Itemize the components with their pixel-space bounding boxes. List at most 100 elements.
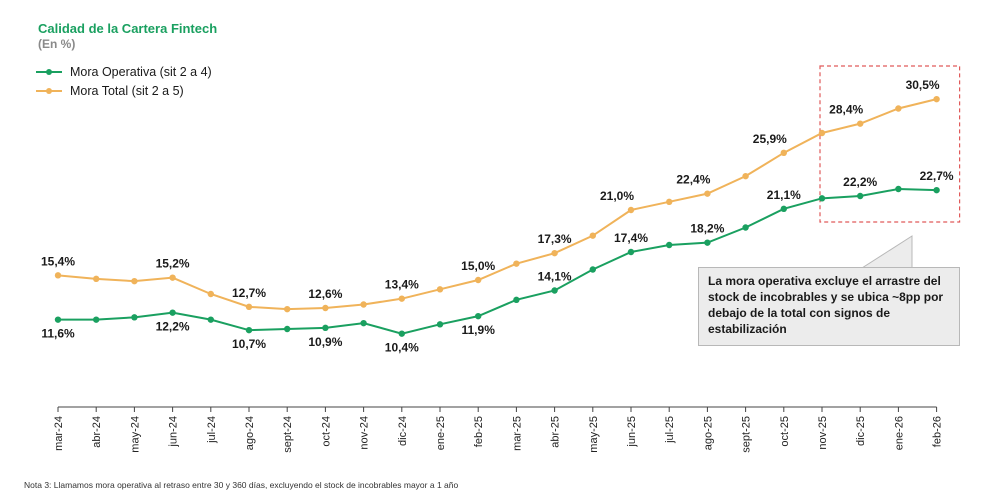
data-label-mora-operativa: 21,1% — [767, 188, 801, 202]
data-label-mora-total: 15,0% — [461, 259, 495, 273]
x-tick-label: jul-24 — [206, 416, 218, 444]
data-point-mora-operativa — [93, 316, 100, 323]
x-tick-label: jun-25 — [626, 416, 638, 448]
data-point-mora-total — [169, 274, 176, 281]
data-point-mora-operativa — [322, 324, 329, 332]
series-line-mora-operativa — [58, 187, 937, 335]
data-point-mora-total — [436, 286, 444, 293]
data-point-mora-total — [398, 295, 405, 302]
data-point-mora-total — [589, 232, 596, 239]
data-label-mora-operativa: 18,2% — [690, 222, 724, 236]
x-tick-label: ene-26 — [893, 416, 905, 450]
x-tick-label: feb-26 — [932, 416, 944, 447]
chart-legend: Mora Operativa (sit 2 a 4) Mora Total (s… — [36, 62, 212, 100]
data-point-mora-total — [475, 276, 482, 284]
data-point-mora-operativa — [704, 239, 711, 246]
x-tick-label: ago-25 — [702, 416, 714, 450]
data-label-mora-operativa: 12,2% — [156, 320, 190, 334]
legend-swatch-green — [36, 67, 62, 77]
data-label-mora-operativa: 22,2% — [843, 175, 877, 189]
legend-item-mora-total[interactable]: Mora Total (sit 2 a 5) — [36, 81, 212, 100]
data-label-mora-total: 15,2% — [156, 257, 190, 271]
data-point-mora-operativa — [169, 309, 176, 316]
x-tick-label: mar-24 — [53, 416, 65, 451]
data-point-mora-operativa — [207, 316, 214, 323]
data-point-mora-operativa — [398, 330, 405, 337]
callout-box: La mora operativa excluye el arrastre de… — [698, 267, 960, 346]
x-tick-label: dic-24 — [397, 416, 409, 446]
data-point-mora-operativa — [627, 248, 635, 256]
footnote: Nota 3: Llamamos mora operativa al retra… — [24, 480, 459, 490]
data-point-mora-total — [360, 301, 367, 308]
data-label-mora-operativa: 10,4% — [385, 341, 419, 355]
x-tick-label: feb-25 — [473, 416, 485, 447]
data-point-mora-operativa — [131, 314, 138, 321]
data-label-mora-total: 15,4% — [41, 254, 75, 268]
x-tick-label: ago-24 — [244, 416, 256, 450]
data-point-mora-total — [513, 260, 520, 267]
data-label-mora-total: 17,3% — [538, 232, 572, 246]
data-label-mora-total: 12,6% — [308, 287, 342, 301]
x-tick-label: abr-25 — [550, 416, 562, 448]
data-point-mora-total — [54, 272, 62, 279]
x-tick-label: ene-25 — [435, 416, 447, 450]
chart-subtitle: (En %) — [38, 37, 76, 51]
data-point-mora-operativa — [933, 186, 940, 194]
x-tick-label: nov-25 — [817, 416, 829, 450]
data-label-mora-operativa: 22,7% — [920, 169, 954, 183]
data-point-mora-operativa — [360, 319, 367, 327]
data-point-mora-operativa — [284, 325, 291, 333]
data-point-mora-total — [93, 275, 100, 283]
highlight-box — [819, 65, 961, 223]
data-point-mora-operativa — [857, 192, 864, 200]
data-point-mora-operativa — [475, 312, 482, 320]
data-point-mora-operativa — [245, 326, 253, 334]
data-label-mora-operativa: 10,7% — [232, 337, 266, 351]
data-point-mora-total — [207, 290, 214, 298]
legend-item-mora-operativa[interactable]: Mora Operativa (sit 2 a 4) — [36, 62, 212, 81]
data-point-mora-total — [131, 277, 138, 285]
data-label-mora-total: 21,0% — [600, 189, 634, 203]
data-point-mora-operativa — [666, 241, 673, 249]
data-label-mora-operativa: 11,6% — [41, 327, 75, 341]
x-tick-label: sept-25 — [741, 416, 753, 453]
data-point-mora-total — [933, 95, 940, 103]
x-tick-label: nov-24 — [359, 416, 371, 450]
data-point-mora-operativa — [54, 316, 62, 323]
data-label-mora-operativa: 10,9% — [308, 335, 342, 349]
x-tick-label: mar-25 — [511, 416, 523, 451]
data-point-mora-total — [818, 129, 826, 137]
x-tick-label: dic-25 — [855, 416, 867, 446]
data-point-mora-total — [780, 149, 787, 157]
x-tick-label: sept-24 — [282, 416, 294, 453]
data-point-mora-operativa — [895, 185, 902, 193]
x-tick-label: oct-24 — [320, 416, 332, 447]
data-point-mora-operativa — [780, 205, 787, 213]
legend-label-mora-total: Mora Total (sit 2 a 5) — [70, 83, 184, 98]
legend-swatch-orange — [36, 86, 62, 96]
data-point-mora-total — [245, 303, 253, 311]
data-label-mora-total: 12,7% — [232, 286, 266, 300]
callout-pointer — [860, 235, 913, 269]
x-tick-label: jul-25 — [664, 416, 676, 444]
data-point-mora-operativa — [436, 321, 444, 328]
data-point-mora-operativa — [742, 224, 749, 231]
data-point-mora-operativa — [513, 296, 520, 304]
data-label-mora-operativa: 17,4% — [614, 231, 648, 245]
x-tick-label: may-25 — [588, 416, 600, 453]
x-tick-label: may-24 — [129, 416, 141, 453]
data-label-mora-total: 28,4% — [829, 103, 863, 117]
data-label-mora-total: 25,9% — [753, 132, 787, 146]
data-label-mora-operativa: 11,9% — [462, 323, 496, 337]
data-label-mora-total: 22,4% — [676, 173, 710, 187]
data-point-mora-total — [322, 304, 329, 312]
x-tick-label: jun-24 — [168, 416, 180, 448]
data-point-mora-total — [857, 120, 864, 127]
x-tick-label: oct-25 — [779, 416, 791, 447]
data-label-mora-total: 13,4% — [385, 278, 419, 292]
data-label-mora-operativa: 14,1% — [538, 269, 572, 283]
data-point-mora-operativa — [589, 266, 596, 273]
chart-title: Calidad de la Cartera Fintech — [38, 21, 218, 36]
x-tick-label: abr-24 — [91, 416, 103, 448]
